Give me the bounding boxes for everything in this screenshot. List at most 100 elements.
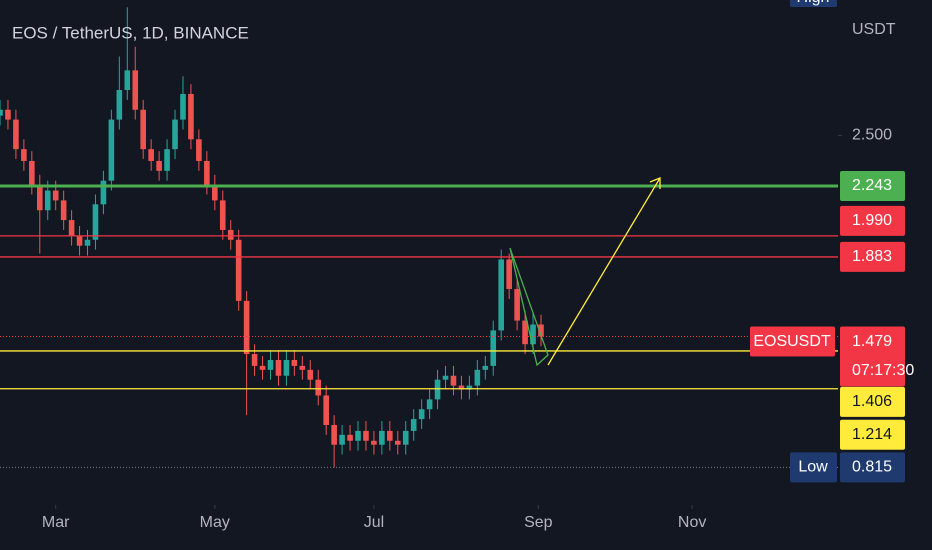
axis-unit: USDT <box>852 21 896 38</box>
candle-body <box>84 239 91 246</box>
level-tag-label: 1.214 <box>852 426 892 443</box>
level-tag <box>840 241 905 272</box>
candle-body <box>323 395 329 426</box>
candle-body <box>235 239 242 301</box>
candle-body <box>426 399 433 410</box>
candle-body <box>212 184 218 201</box>
candle-body <box>339 434 345 445</box>
candle-body <box>76 235 83 246</box>
candle-body <box>251 354 258 366</box>
level-tag <box>840 205 905 236</box>
candle-body <box>490 330 497 366</box>
level-tag <box>840 171 905 202</box>
candle-body <box>68 220 75 236</box>
candle-body <box>92 204 99 240</box>
symbol-tag-label: EOSUSDT <box>753 333 831 350</box>
level-tag <box>840 419 905 450</box>
chart-title: EOS / TetherUS, 1D, BINANCE <box>12 23 249 42</box>
x-tick-label: Jul <box>364 514 384 531</box>
candle-body <box>0 109 3 116</box>
arrow-drawing <box>547 177 661 366</box>
candle-body <box>506 259 512 290</box>
candle-body <box>283 359 290 376</box>
candle-body <box>307 369 314 380</box>
candle-body <box>474 369 481 386</box>
triangle-drawing <box>509 247 549 367</box>
candle-body <box>522 320 528 345</box>
candle-body <box>156 160 162 171</box>
level-tag-label: 1.883 <box>852 248 892 265</box>
candle-body <box>299 365 306 370</box>
candle-body <box>132 70 139 110</box>
candle-body <box>394 440 401 445</box>
candle-body <box>227 229 234 240</box>
candle-body <box>450 375 457 386</box>
last-price-tag <box>840 326 905 387</box>
candle-body <box>355 430 361 441</box>
candle-body <box>466 385 473 390</box>
plot-area <box>0 7 838 468</box>
arrow-head <box>649 177 661 189</box>
candle-body <box>180 93 186 120</box>
x-tick-label: Sep <box>524 514 553 531</box>
candle-body <box>196 139 202 161</box>
candle-body <box>514 289 520 321</box>
level-tag-label: 1.406 <box>852 393 892 410</box>
candle-body <box>387 430 393 441</box>
candle-body <box>530 324 536 345</box>
candle-body <box>100 180 107 205</box>
candle-body <box>482 365 489 370</box>
level-tag <box>840 386 905 417</box>
candle-body <box>418 409 425 420</box>
y-tick-label: 2.500 <box>852 127 892 144</box>
high-tag <box>790 0 837 7</box>
candle-body <box>164 149 170 171</box>
candle-body <box>498 259 505 331</box>
candle-body <box>172 119 178 150</box>
low-name-tag <box>790 452 837 483</box>
candle-body <box>363 430 369 441</box>
candle-body <box>116 90 123 120</box>
candle-body <box>204 160 210 185</box>
candle-body <box>29 160 35 185</box>
candle-body <box>315 379 322 396</box>
candle-body <box>124 70 131 91</box>
level-tag-label: 1.990 <box>852 212 892 229</box>
candle-body <box>371 440 377 445</box>
candle-body <box>13 119 19 150</box>
candle-body <box>442 375 449 380</box>
candle-body <box>402 430 409 445</box>
candle-body <box>108 119 115 181</box>
candle-body <box>21 149 27 161</box>
x-tick-label: May <box>200 514 230 531</box>
candle-body <box>243 300 250 355</box>
candle-body <box>44 190 51 211</box>
candle-body <box>52 190 59 201</box>
candle-body <box>259 365 266 370</box>
candle-body <box>275 359 282 376</box>
candle-body <box>219 200 226 230</box>
low-name-label: Low <box>798 459 828 476</box>
candle-body <box>188 93 194 140</box>
candle-body <box>148 149 154 161</box>
high-label: High <box>797 0 830 6</box>
x-tick-label: Mar <box>42 514 70 531</box>
candle-body <box>458 385 465 390</box>
candle-body <box>267 359 274 370</box>
countdown-label: 07:17:30 <box>852 362 914 379</box>
last-price-label: 1.479 <box>852 333 892 350</box>
candle-body <box>291 359 298 366</box>
candle-body <box>36 184 43 211</box>
candle-body <box>5 109 11 120</box>
candle-body <box>538 324 544 337</box>
candle-body <box>410 419 417 431</box>
x-tick-label: Nov <box>678 514 706 531</box>
price-axis: 2.500 2.243 1.990 1.883 1.406 1.214 EOSUSDT 1.4… <box>750 0 914 483</box>
candle-body <box>60 200 67 221</box>
candle-body <box>347 434 353 441</box>
candle-body <box>379 430 385 445</box>
candle-body <box>140 109 147 150</box>
low-tag <box>840 452 905 483</box>
